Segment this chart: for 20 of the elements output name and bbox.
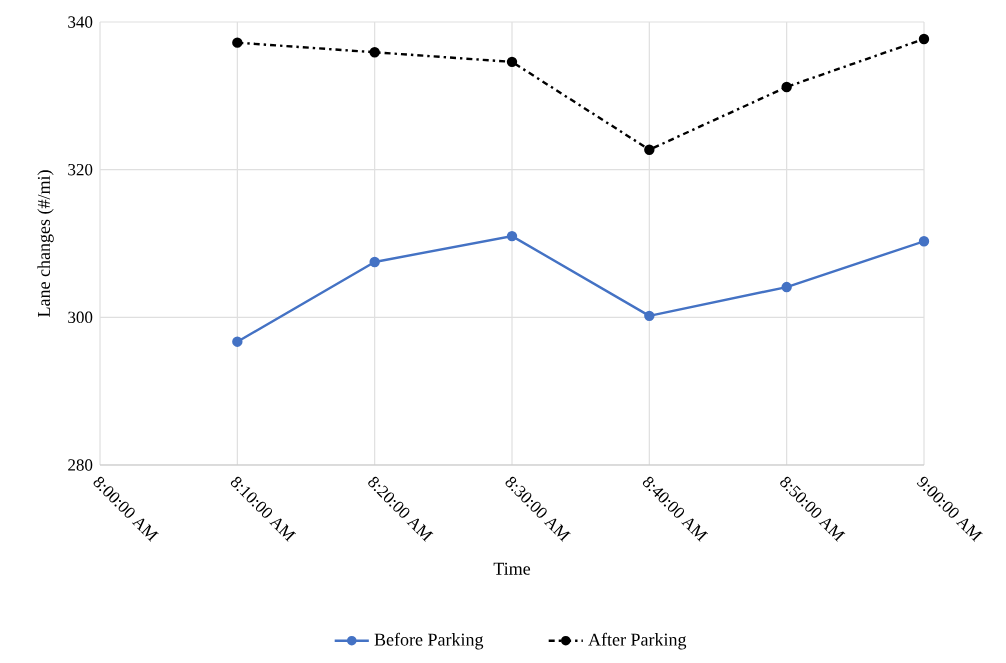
x-axis-title: Time xyxy=(493,562,531,575)
point xyxy=(781,81,792,93)
y-tick-label: 320 xyxy=(68,163,93,176)
legend-label: Before Parking xyxy=(374,632,484,650)
y-tick-label: 340 xyxy=(68,16,93,28)
point xyxy=(369,47,380,58)
point xyxy=(644,144,655,155)
point xyxy=(644,310,655,322)
point xyxy=(918,236,930,247)
y-tick-label: 280 xyxy=(68,459,93,471)
point xyxy=(232,37,243,48)
y-tick-label: 300 xyxy=(68,311,93,324)
point xyxy=(506,230,518,242)
legend-label: After Parking xyxy=(588,632,687,650)
point xyxy=(918,33,930,45)
point xyxy=(506,56,518,68)
y-axis-title: Lane changes (#/mi) xyxy=(37,170,54,317)
point xyxy=(369,256,380,268)
point xyxy=(781,281,792,293)
point xyxy=(232,336,243,347)
